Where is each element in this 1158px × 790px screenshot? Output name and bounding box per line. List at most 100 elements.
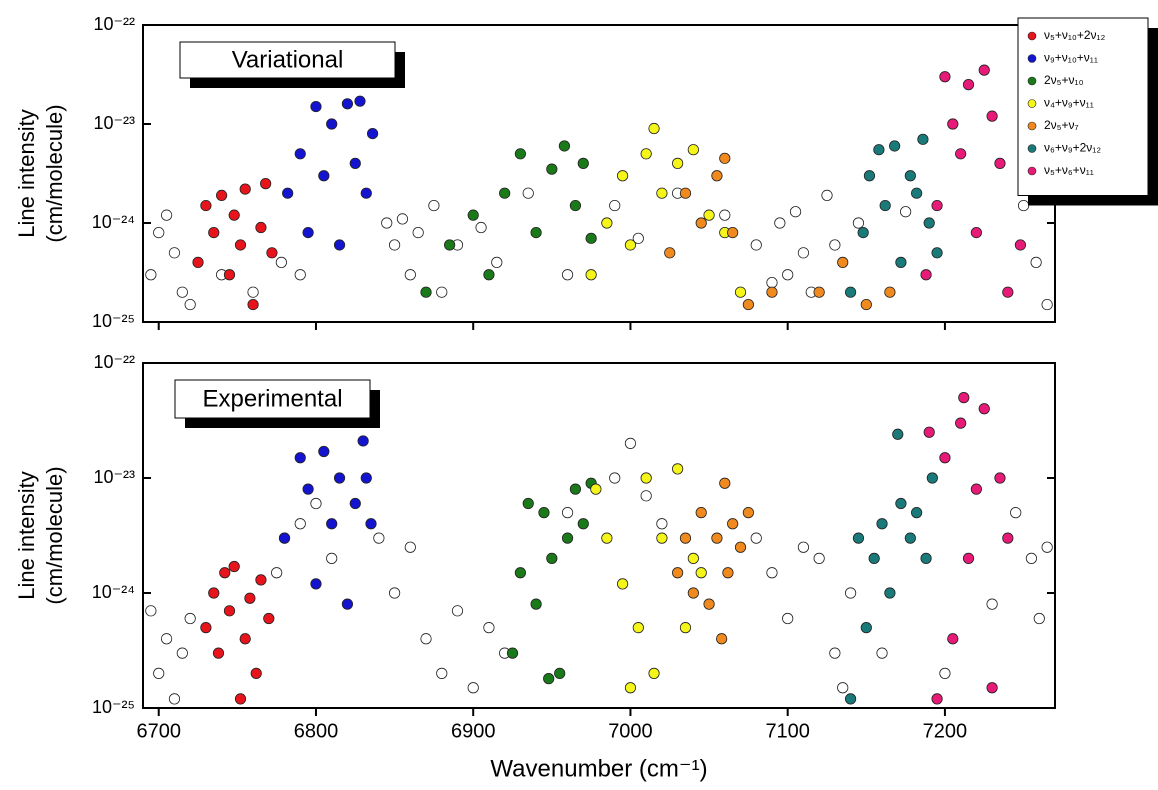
data-point	[354, 95, 366, 107]
data-point	[895, 497, 907, 510]
data-point	[939, 452, 951, 464]
data-point	[349, 497, 361, 510]
data-point	[388, 587, 401, 599]
data-point	[716, 633, 728, 645]
data-point	[955, 417, 967, 429]
data-point	[711, 170, 723, 182]
plot-frame	[142, 362, 1056, 709]
data-point	[734, 286, 747, 298]
data-point	[341, 98, 354, 110]
data-point	[962, 552, 975, 564]
data-point	[357, 435, 369, 447]
data-point	[420, 286, 432, 298]
data-point	[554, 667, 566, 679]
data-point	[911, 187, 923, 199]
data-point	[294, 518, 306, 530]
data-point	[632, 232, 644, 244]
data-point	[640, 472, 652, 484]
data-point	[247, 298, 259, 311]
legend-box	[1017, 17, 1149, 196]
data-point	[349, 157, 361, 169]
data-point	[522, 187, 534, 199]
data-point	[219, 567, 231, 579]
data-point	[687, 144, 699, 156]
data-point	[310, 497, 322, 510]
data-point	[360, 472, 372, 484]
data-point	[616, 170, 629, 182]
data-point	[695, 507, 707, 519]
data-point	[852, 532, 865, 544]
data-point	[986, 682, 998, 694]
data-point	[931, 247, 943, 259]
data-point	[958, 392, 970, 404]
y-axis-label: Line intensity	[14, 109, 39, 237]
x-tick-label: 6700	[136, 720, 181, 742]
data-point	[499, 187, 511, 199]
data-point	[876, 518, 888, 530]
data-point	[1010, 507, 1022, 519]
x-tick-label: 6900	[451, 720, 496, 742]
data-point	[722, 567, 734, 579]
data-point	[789, 206, 802, 218]
data-point	[970, 226, 982, 239]
data-point	[679, 532, 692, 544]
data-point	[687, 552, 699, 564]
data-point	[176, 286, 188, 298]
data-point	[1033, 612, 1045, 625]
y-tick-label: 10⁻²⁵	[92, 697, 135, 717]
data-point	[239, 633, 251, 645]
data-point	[917, 133, 929, 145]
y-axis-label: Line intensity	[14, 471, 39, 599]
data-point	[234, 239, 247, 251]
data-point	[585, 232, 597, 244]
data-point	[601, 532, 613, 544]
data-point	[994, 157, 1006, 169]
data-point	[278, 532, 291, 544]
data-point	[451, 605, 464, 617]
data-point	[837, 682, 849, 694]
data-point	[176, 647, 188, 659]
panel-label: Experimental	[202, 385, 342, 412]
data-point	[208, 226, 220, 239]
legend-marker	[1027, 31, 1037, 41]
data-point	[420, 633, 432, 645]
y-tick-label: 10⁻²³	[93, 113, 135, 133]
data-point	[813, 286, 825, 298]
data-point	[884, 587, 896, 599]
data-point	[679, 622, 692, 634]
data-point	[396, 213, 409, 225]
data-point	[153, 667, 165, 679]
data-point	[829, 239, 841, 251]
data-point	[1014, 239, 1027, 251]
data-point	[939, 667, 951, 679]
data-point	[695, 217, 707, 229]
data-point	[168, 693, 181, 705]
data-point	[844, 286, 857, 298]
data-point	[228, 209, 240, 221]
data-point	[244, 592, 256, 604]
data-point	[821, 189, 833, 202]
data-point	[223, 605, 236, 617]
x-tick-label: 7000	[608, 720, 653, 742]
data-point	[892, 428, 904, 440]
data-point	[561, 532, 574, 544]
data-point	[302, 226, 314, 239]
data-point	[695, 567, 707, 579]
data-point	[672, 567, 684, 579]
data-point	[491, 256, 503, 268]
data-point	[250, 667, 262, 679]
data-point	[326, 518, 338, 530]
data-point	[168, 247, 181, 259]
data-point	[467, 209, 479, 221]
data-point	[239, 183, 251, 195]
data-point	[782, 269, 794, 281]
data-point	[632, 622, 644, 634]
data-point	[609, 472, 621, 484]
y-tick-label: 10⁻²⁴	[92, 212, 135, 232]
data-point	[920, 552, 932, 564]
data-point	[829, 647, 841, 659]
data-point	[601, 217, 613, 229]
data-point	[672, 157, 684, 169]
data-point	[719, 477, 731, 489]
